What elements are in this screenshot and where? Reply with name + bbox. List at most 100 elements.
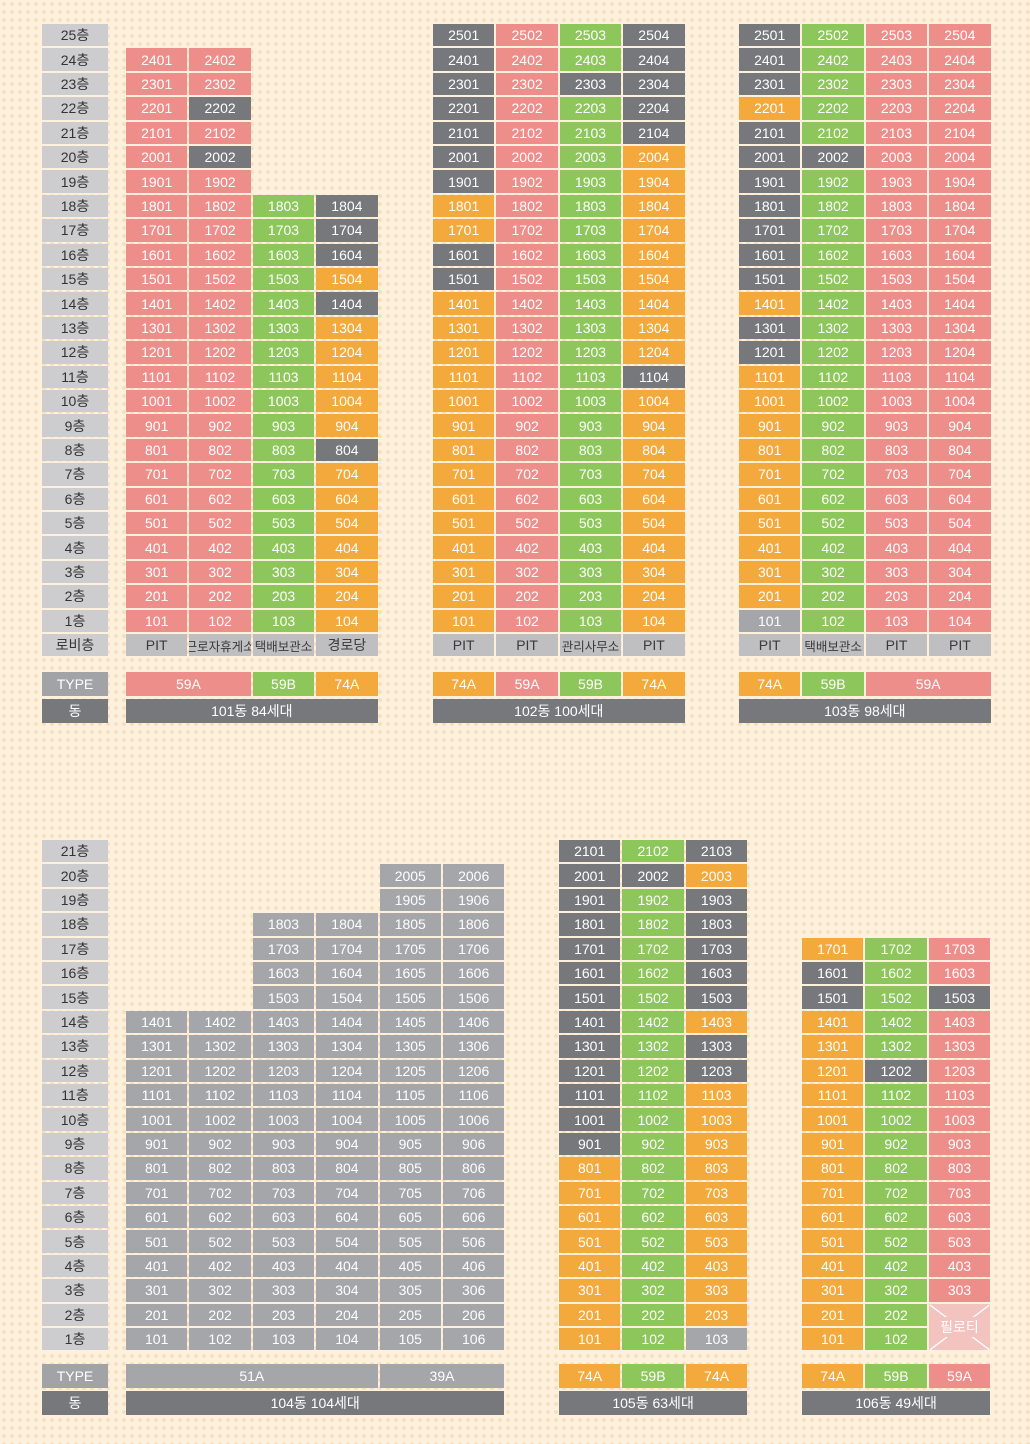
- floor-label: 6층: [42, 487, 108, 510]
- unit-cell: 203: [865, 585, 928, 608]
- unit-cell: 2402: [802, 48, 864, 71]
- unit-cell: 901: [559, 1132, 621, 1156]
- unit-cell: 903: [252, 414, 315, 437]
- unit-cell: 1404: [316, 292, 378, 315]
- unit-cell: 2204: [623, 97, 685, 120]
- unit-cell: 1305: [379, 1035, 441, 1058]
- unit-cell: 1401: [126, 1010, 188, 1034]
- unit-cell: 506: [443, 1230, 505, 1253]
- unit-cell: 1101: [433, 365, 495, 388]
- unit-cell: 1003: [252, 390, 315, 413]
- floor-label: 21층: [42, 121, 108, 144]
- dong-row-label: 동: [42, 699, 108, 724]
- unit-cell: 203: [685, 1303, 748, 1326]
- unit-cell: 1303: [928, 1035, 991, 1058]
- floor-label: 16층: [42, 962, 108, 985]
- floor-label: 21층: [42, 840, 108, 863]
- unit-cell: 1302: [189, 1035, 251, 1058]
- lobby-cell: 관리사무소: [559, 634, 622, 657]
- unit-cell: 1403: [865, 292, 928, 315]
- unit-cell: 803: [685, 1157, 748, 1180]
- unit-cell: 1201: [559, 1059, 621, 1082]
- unit-cell: 701: [739, 463, 801, 486]
- unit-cell: 103: [252, 609, 315, 632]
- unit-cell: 603: [865, 487, 928, 510]
- unit-cell: 102: [865, 1328, 927, 1351]
- unit-cell: 1102: [496, 365, 558, 388]
- unit-cell: 2101: [559, 840, 621, 863]
- pilotis-cell: 필로티: [928, 1303, 991, 1351]
- unit-cell: 1402: [622, 1010, 684, 1034]
- unit-cell: 2004: [623, 146, 685, 169]
- dong-label: 101동 84세대: [126, 699, 378, 724]
- unit-cell: 2103: [685, 840, 748, 863]
- unit-cell: 704: [316, 463, 378, 486]
- unit-cell: 2201: [126, 97, 188, 120]
- unit-cell: 1503: [559, 268, 622, 291]
- unit-cell: 401: [739, 536, 801, 559]
- unit-cell: 1404: [929, 292, 991, 315]
- lobby-cell: 경로당: [316, 634, 378, 657]
- unit-cell: 901: [739, 414, 801, 437]
- unit-cell: 1101: [126, 365, 188, 388]
- unit-cell: 1901: [559, 888, 621, 912]
- unit-cell: 1501: [559, 986, 621, 1009]
- unit-cell: 1402: [189, 1010, 251, 1034]
- unit-cell: 601: [739, 487, 801, 510]
- unit-cell: 804: [929, 438, 991, 462]
- floor-label: 15층: [42, 268, 108, 291]
- unit-cell: 2503: [865, 24, 928, 47]
- unit-cell: 1703: [865, 219, 928, 242]
- floor-label: 17층: [42, 219, 108, 242]
- unit-cell: 902: [189, 1132, 251, 1156]
- unit-cell: 1401: [559, 1010, 621, 1034]
- floor-label: 11층: [42, 365, 108, 388]
- unit-cell: 1603: [928, 962, 991, 985]
- floor-label: 20층: [42, 864, 108, 887]
- unit-cell: 1702: [622, 937, 684, 960]
- unit-cell: 1202: [865, 1059, 927, 1082]
- floor-label: 5층: [42, 512, 108, 535]
- unit-cell: 1501: [126, 268, 188, 291]
- unit-cell: 502: [189, 1230, 251, 1253]
- unit-cell: 903: [252, 1132, 315, 1156]
- unit-cell: 1702: [865, 937, 927, 960]
- unit-cell: 701: [126, 1181, 188, 1204]
- unit-cell: 1003: [865, 390, 928, 413]
- unit-cell: 1605: [379, 962, 441, 985]
- unit-cell: 401: [126, 536, 188, 559]
- unit-cell: 1804: [623, 194, 685, 218]
- unit-cell: 601: [126, 487, 188, 510]
- unit-cell: 1103: [928, 1084, 991, 1107]
- unit-cell: 1502: [496, 268, 558, 291]
- unit-cell: 603: [559, 487, 622, 510]
- unit-cell: 1002: [496, 390, 558, 413]
- unit-cell: 1302: [802, 316, 864, 340]
- unit-cell: 601: [126, 1206, 188, 1229]
- floor-label: 5층: [42, 1230, 108, 1253]
- unit-cell: 301: [126, 1279, 188, 1302]
- unit-cell: 702: [496, 463, 558, 486]
- unit-cell: 1602: [496, 243, 558, 266]
- unit-cell: 2401: [433, 48, 495, 71]
- unit-cell: 201: [126, 585, 188, 608]
- unit-cell: 2302: [802, 72, 864, 96]
- unit-cell: 502: [865, 1230, 927, 1253]
- unit-cell: 1202: [189, 1059, 251, 1082]
- unit-cell: 505: [379, 1230, 441, 1253]
- type-cell: 59B: [865, 1364, 927, 1389]
- unit-cell: 801: [433, 438, 495, 462]
- unit-cell: 1703: [685, 937, 748, 960]
- unit-cell: 602: [496, 487, 558, 510]
- unit-cell: 1503: [865, 268, 928, 291]
- unit-cell: 303: [252, 1279, 315, 1302]
- unit-cell: 1301: [126, 1035, 188, 1058]
- dong-label: 102동 100세대: [433, 699, 685, 724]
- unit-cell: 103: [865, 609, 928, 632]
- unit-cell: 605: [379, 1206, 441, 1229]
- unit-cell: 202: [189, 1303, 251, 1326]
- unit-cell: 202: [865, 1303, 927, 1326]
- unit-cell: 802: [865, 1157, 927, 1180]
- type-cell: 74A: [559, 1364, 621, 1389]
- floor-label: 24층: [42, 48, 108, 71]
